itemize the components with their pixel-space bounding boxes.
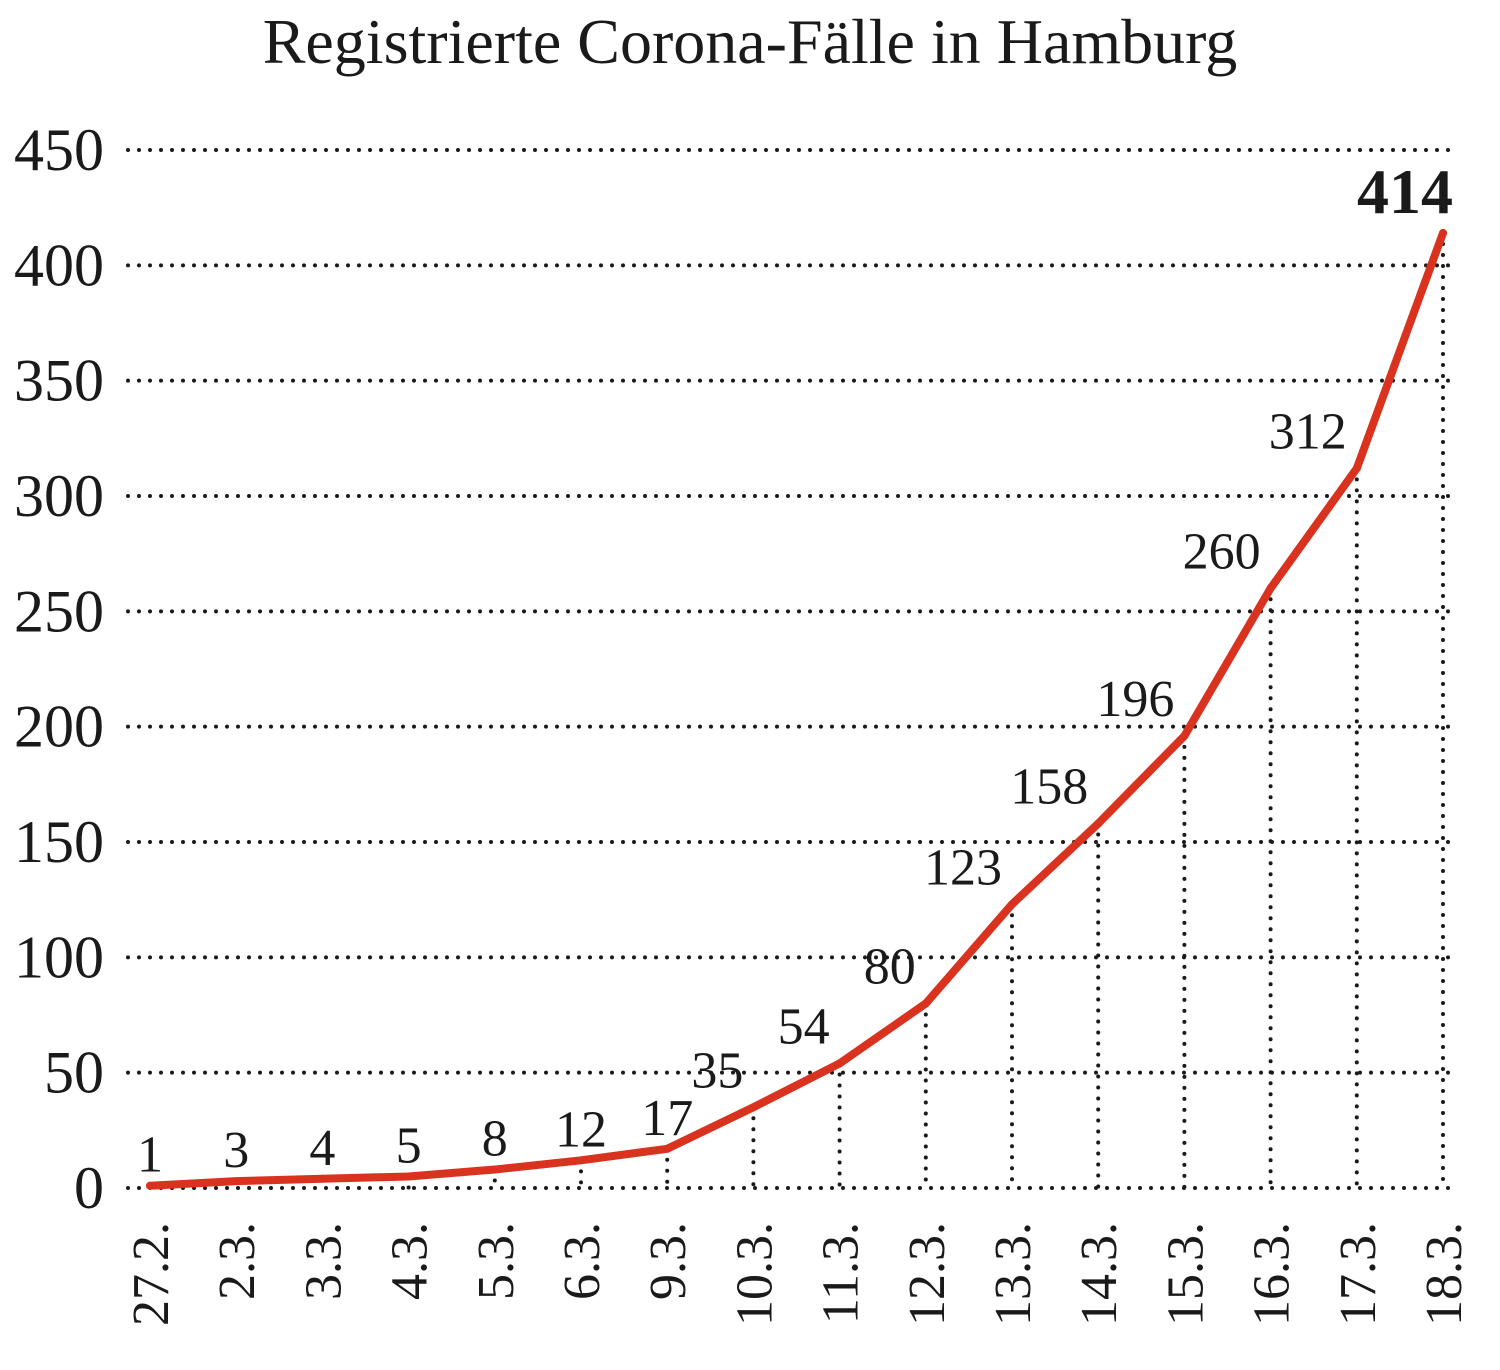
data-label: 158 [1010, 759, 1088, 816]
data-point [1094, 819, 1103, 828]
x-tick-label: 15.3. [1157, 1222, 1214, 1326]
chart-title: Registrierte Corona-Fälle in Hamburg [262, 6, 1238, 77]
y-tick-label: 0 [74, 1155, 104, 1221]
data-point [1352, 464, 1361, 473]
y-tick-label: 300 [14, 463, 104, 529]
x-tick-label: 9.3. [640, 1222, 697, 1300]
data-label: 4 [309, 1120, 335, 1177]
data-point [1439, 229, 1447, 238]
x-tick-label: 12.3. [899, 1222, 956, 1326]
x-tick-label: 16.3. [1244, 1222, 1301, 1326]
data-label: 80 [864, 938, 916, 995]
data-label: 17 [641, 1090, 693, 1147]
x-tick-label: 6.3. [554, 1222, 611, 1300]
x-tick-label: 17.3. [1330, 1222, 1387, 1326]
data-label: 5 [396, 1117, 422, 1174]
data-label: 1 [137, 1127, 163, 1184]
data-label: 35 [691, 1042, 743, 1099]
x-tick-label: 11.3. [813, 1222, 870, 1324]
x-tick-label: 5.3. [468, 1222, 525, 1300]
data-point [577, 1156, 585, 1165]
data-label: 8 [482, 1111, 508, 1168]
x-tick-label: 18.3. [1416, 1222, 1473, 1326]
data-point [404, 1172, 413, 1181]
x-tick-label: 2.3. [209, 1222, 266, 1300]
y-tick-label: 450 [14, 117, 104, 183]
data-label: 414 [1357, 156, 1453, 227]
vertical-gridlines [148, 231, 1445, 1190]
x-tick-label: 14.3. [1071, 1222, 1128, 1326]
x-tick-label: 3.3. [295, 1222, 352, 1300]
y-tick-label: 250 [14, 578, 104, 644]
x-tick-label: 4.3. [382, 1222, 439, 1300]
x-tick-label: 13.3. [985, 1222, 1042, 1326]
data-label: 54 [778, 998, 830, 1055]
horizontal-gridlines [126, 148, 1457, 1190]
x-axis-tick-labels: 27.2. 2.3. 3.3. 4.3. 5.3. 6.3. 9.3. 10.3. 11.3. 1… [123, 1222, 1473, 1326]
data-point [146, 1181, 154, 1190]
series-line [146, 229, 1447, 1190]
data-label: 312 [1269, 403, 1347, 460]
data-point [318, 1174, 327, 1183]
data-label: 3 [223, 1122, 249, 1179]
data-label: 260 [1183, 523, 1261, 580]
data-point [921, 999, 930, 1008]
data-label: 196 [1096, 671, 1174, 728]
y-tick-label: 50 [44, 1040, 104, 1106]
y-tick-label: 150 [14, 809, 104, 875]
data-point [749, 1103, 758, 1112]
y-axis-tick-labels: 0 50 100 150 200 250 300 350 400 450 [14, 117, 104, 1221]
data-point [835, 1059, 844, 1068]
x-tick-label: 10.3. [726, 1222, 783, 1326]
data-point [1180, 731, 1189, 740]
y-tick-label: 350 [14, 348, 104, 414]
data-point [1008, 900, 1016, 909]
data-point [663, 1144, 672, 1153]
data-point [490, 1165, 499, 1174]
data-point [1266, 584, 1275, 593]
y-tick-label: 400 [14, 232, 104, 298]
y-tick-label: 100 [14, 924, 104, 990]
series [146, 229, 1447, 1190]
x-tick-label: 27.2. [123, 1222, 180, 1326]
data-label: 123 [924, 839, 1002, 896]
y-tick-label: 200 [14, 694, 104, 760]
data-label: 12 [555, 1101, 607, 1158]
data-point [232, 1177, 241, 1186]
